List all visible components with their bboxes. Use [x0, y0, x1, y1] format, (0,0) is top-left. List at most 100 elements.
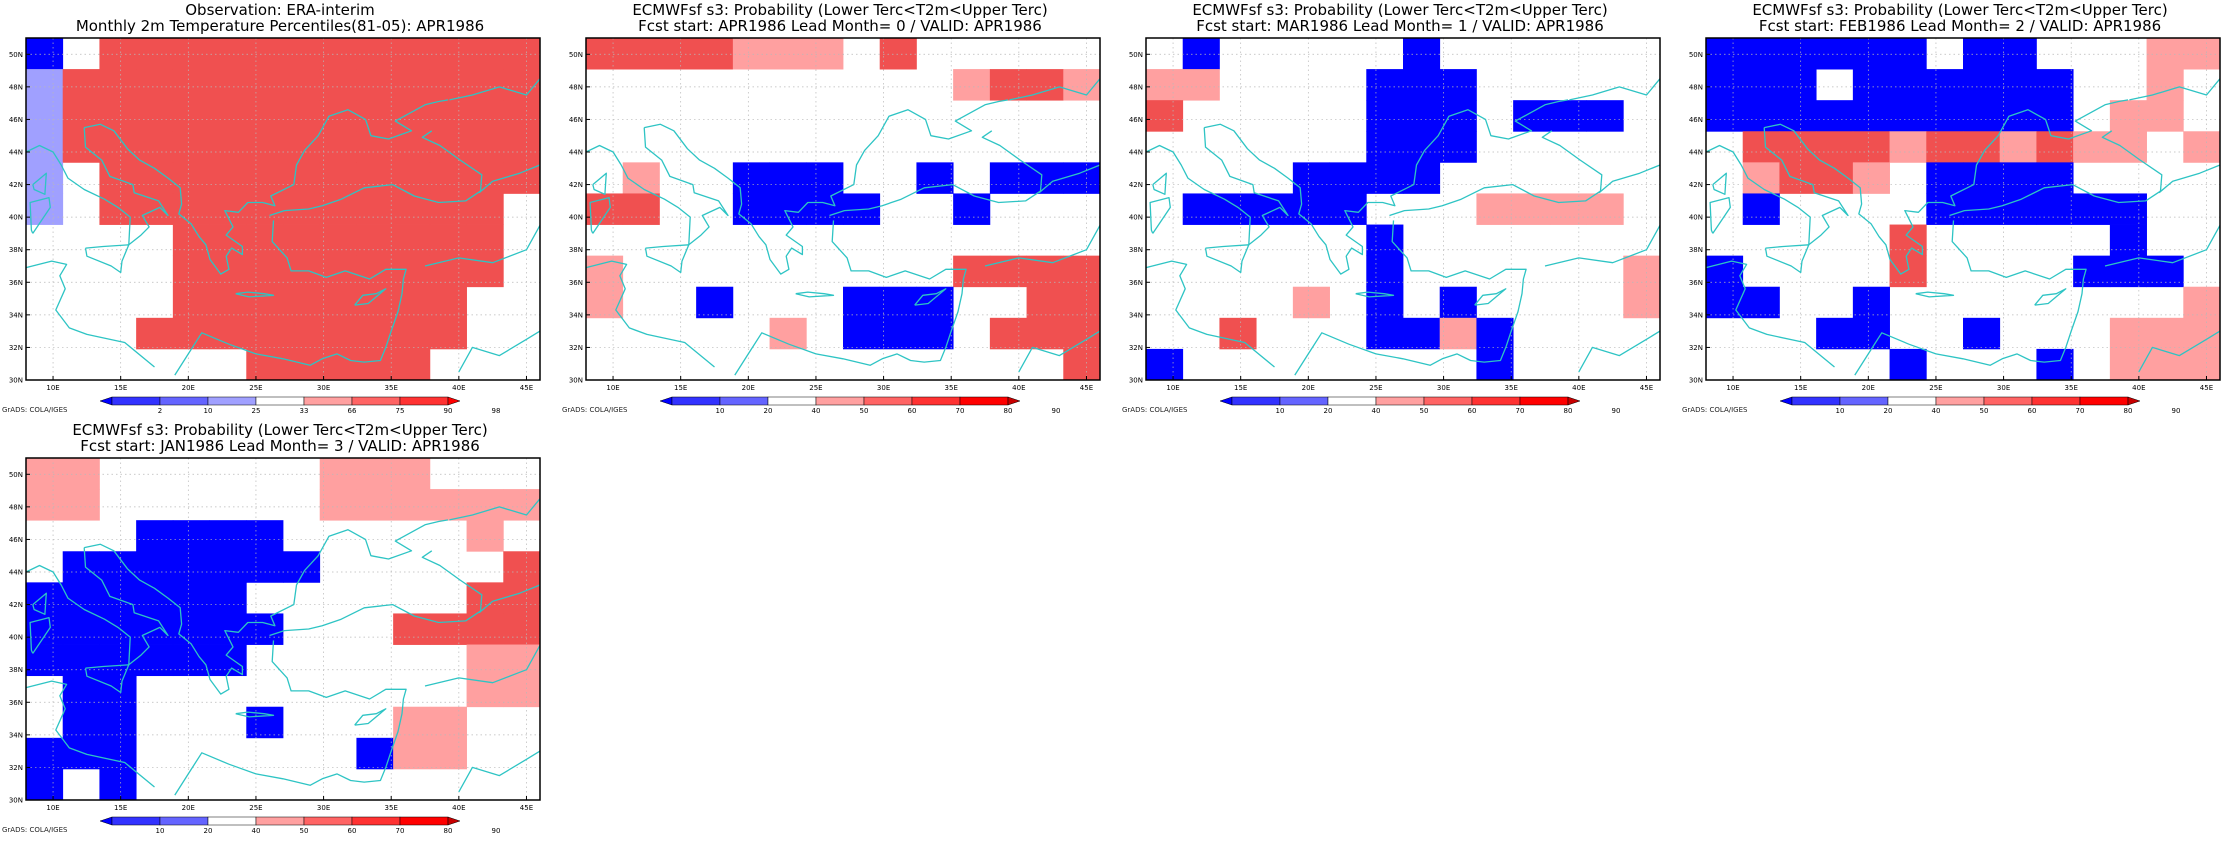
panel-lead-2: ECMWFsf s3: Probability (Lower Terc<T2m<… — [1680, 0, 2240, 420]
grid-cell — [1999, 193, 2037, 225]
grid-cell — [2146, 38, 2184, 70]
grid-cell — [1816, 100, 1854, 132]
grid-cell — [393, 458, 431, 490]
grid-cell — [393, 286, 431, 319]
grid-cell — [283, 551, 321, 583]
gridlines — [1706, 38, 2220, 380]
grid-cell — [1816, 317, 1854, 350]
grid-cell — [62, 706, 100, 739]
grid-cell — [696, 286, 734, 319]
grid-cell — [429, 38, 467, 70]
colorbar-label: 70 — [1516, 407, 1525, 415]
grid-cell — [466, 162, 504, 194]
colorbar-label: 2 — [158, 407, 162, 415]
coastline — [1294, 220, 1527, 376]
lon-tick-label: 45E — [2200, 384, 2213, 392]
panel-title: Observation: ERA-interim — [185, 1, 375, 19]
grid-cell — [2109, 193, 2147, 225]
grid-cell — [62, 100, 100, 132]
coastline — [84, 99, 449, 275]
colorbar-segment — [1519, 396, 1569, 406]
grid-cell — [1439, 131, 1477, 163]
grid-cell — [503, 38, 541, 70]
grid-cell — [2183, 38, 2221, 70]
lat-tick-label: 50N — [9, 471, 23, 479]
colorbar-label: 80 — [1564, 407, 1573, 415]
grid-cell — [1816, 131, 1854, 163]
grid-cell — [283, 348, 321, 381]
lon-tick-label: 25E — [1369, 384, 1382, 392]
grid-cell — [246, 131, 284, 163]
lon-tick-label: 10E — [1726, 384, 1739, 392]
plot-frame — [585, 37, 1101, 381]
grid-cell — [1063, 286, 1101, 319]
panel-subtitle: Monthly 2m Temperature Percentiles(81-05… — [75, 17, 485, 35]
grads-credit: GrADS: COLA/IGES — [1122, 406, 1188, 414]
coastline — [2034, 288, 2067, 306]
colorbar-label: 80 — [1004, 407, 1013, 415]
colorbar-segment — [99, 396, 113, 406]
coastline — [478, 584, 541, 614]
grads-credit: GrADS: COLA/IGES — [562, 406, 628, 414]
grid-cell — [99, 644, 137, 677]
lat-tick-label: 46N — [9, 536, 23, 544]
grid-cell — [1742, 131, 1780, 163]
lat-tick-label: 34N — [569, 311, 583, 319]
grid-cell — [1926, 100, 1964, 132]
grid-cell — [1146, 69, 1184, 101]
colorbar-segment — [447, 816, 461, 826]
colorbar-label: 75 — [396, 407, 405, 415]
grid-cell — [172, 520, 210, 552]
coastlines — [585, 78, 1101, 376]
grid-cell — [246, 69, 284, 101]
lon-tick-label: 10E — [1166, 384, 1179, 392]
grid-cell — [2146, 69, 2184, 101]
grid-cell — [62, 613, 100, 645]
grid-cell — [429, 224, 467, 257]
grid-cell — [62, 737, 100, 770]
colorbar: 10 20 40 50 60 70 80 90 — [1219, 396, 1620, 415]
coastline — [84, 519, 449, 695]
grid-cell — [1366, 317, 1404, 350]
lat-tick-label: 30N — [9, 377, 23, 385]
panel-observation: Observation: ERA-interim Monthly 2m Temp… — [0, 0, 560, 420]
panel-title: ECMWFsf s3: Probability (Lower Terc<T2m<… — [632, 1, 1048, 19]
grid-cell — [1439, 69, 1477, 101]
colorbar-segment — [447, 396, 461, 406]
plot-frame — [1705, 37, 2221, 381]
lat-tick-label: 48N — [9, 503, 23, 511]
lat-tick-label: 48N — [1129, 83, 1143, 91]
colorbar-label: 33 — [300, 407, 309, 415]
coastline — [458, 330, 541, 373]
lon-tick-label: 40E — [452, 384, 465, 392]
colorbar-segment — [815, 396, 865, 406]
lon-tick-label: 40E — [2132, 384, 2145, 392]
grads-credit: GrADS: COLA/IGES — [1682, 406, 1748, 414]
grid-cell — [1999, 162, 2037, 194]
grid-cell — [283, 100, 321, 132]
coastline — [478, 164, 541, 194]
grid-cell — [1742, 38, 1780, 70]
lon-tick-label: 15E — [674, 384, 687, 392]
colorbar-segment — [1471, 396, 1521, 406]
grid-cell — [99, 737, 137, 770]
lat-tick-label: 40N — [1689, 214, 1703, 222]
grid-cell — [429, 193, 467, 225]
grid-cell — [136, 520, 174, 552]
coastline — [1389, 130, 1603, 217]
grid-cell — [989, 317, 1027, 350]
grid-cell — [136, 38, 174, 70]
colorbar-segment — [111, 396, 161, 406]
grid-cell — [356, 224, 394, 257]
colorbar-label: 90 — [1052, 407, 1061, 415]
grid-cell — [622, 38, 660, 70]
grid-cell — [356, 458, 394, 490]
map-plot: 50N 48N 46N 44N 42N 40N 38N 36N 34N 32N 30N 10E 15E 2… — [1689, 37, 2221, 415]
grid-cell — [319, 69, 357, 101]
colorbar-label: 50 — [1420, 407, 1429, 415]
lon-tick-label: 35E — [385, 384, 398, 392]
lat-tick-label: 32N — [9, 764, 23, 772]
coastline — [424, 644, 541, 687]
grid-cell — [1706, 100, 1744, 132]
lat-tick-label: 30N — [569, 377, 583, 385]
